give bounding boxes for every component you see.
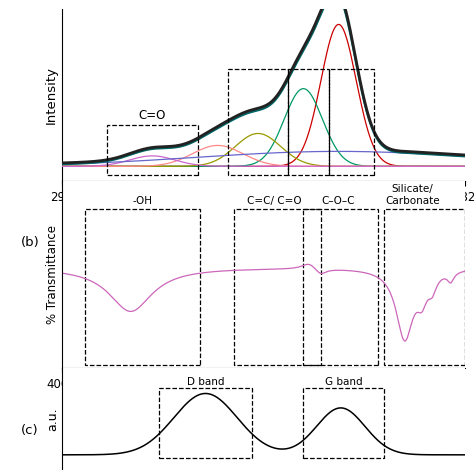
Bar [303, 209, 378, 365]
Bar [85, 209, 200, 365]
Text: C–O–C: C–O–C [321, 196, 355, 206]
Y-axis label: % Transmittance: % Transmittance [46, 225, 59, 324]
X-axis label: Wavenumber [cm$^{-1}$]: Wavenumber [cm$^{-1}$] [194, 394, 332, 411]
Text: C=O: C=O [138, 109, 166, 121]
Y-axis label: Intensity: Intensity [45, 66, 57, 124]
Bar [328, 69, 374, 175]
Text: G band: G band [325, 377, 363, 387]
Text: Silicate/
Carbonate: Silicate/ Carbonate [385, 184, 440, 206]
Text: -OH: -OH [132, 196, 152, 206]
Text: (b): (b) [21, 236, 40, 249]
X-axis label: Binding Energy [eV]: Binding Energy [eV] [196, 207, 330, 220]
Bar [234, 209, 320, 365]
Bar [107, 125, 198, 175]
Bar [228, 69, 288, 175]
Y-axis label: a.u.: a.u. [46, 407, 59, 430]
Bar [303, 388, 384, 458]
Text: C=C/ C=O: C=C/ C=O [247, 196, 302, 206]
Bar [384, 209, 465, 365]
Text: D band: D band [187, 377, 224, 387]
Text: (c): (c) [21, 424, 39, 438]
Bar [288, 69, 328, 175]
Bar [159, 388, 252, 458]
